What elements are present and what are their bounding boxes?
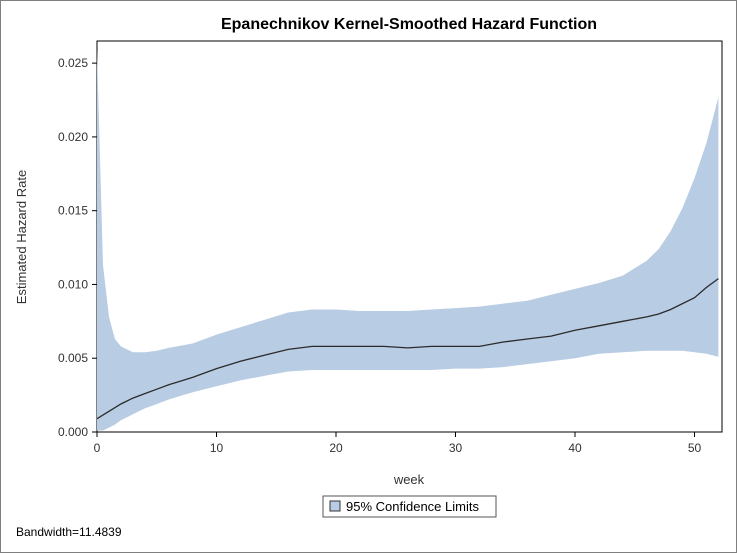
x-tick-label: 30 [449,441,463,455]
bandwidth-footnote: Bandwidth=11.4839 [16,525,122,539]
hazard-line [96,278,719,420]
legend-swatch [329,500,341,512]
x-tick-label: 20 [329,441,343,455]
legend-box [322,495,497,518]
x-tick-label: 10 [210,441,224,455]
x-axis-label: week [393,472,425,487]
y-tick-label: 0.005 [58,351,88,365]
chart-title: Epanechnikov Kernel-Smoothed Hazard Func… [221,16,597,33]
y-tick-label: 0.010 [58,277,88,291]
y-tick-label: 0.015 [58,204,88,218]
x-tick-label: 50 [688,441,702,455]
confidence-band-layer [97,49,719,431]
confidence-band [97,49,719,431]
y-axis: 0.000 0.005 0.010 0.015 0.020 0.025 [58,56,97,439]
x-axis: 0 10 20 30 40 50 [94,432,702,455]
y-tick-label: 0.025 [58,56,88,70]
y-tick-label: 0.020 [58,130,88,144]
legend: 95% Confidence Limits [322,495,497,518]
x-tick-label: 0 [94,441,101,455]
legend-label: 95% Confidence Limits [346,499,479,514]
y-axis-label: Estimated Hazard Rate [14,170,29,304]
y-tick-label: 0.000 [58,425,88,439]
x-tick-label: 40 [568,441,582,455]
hazard-line-layer [96,278,719,420]
